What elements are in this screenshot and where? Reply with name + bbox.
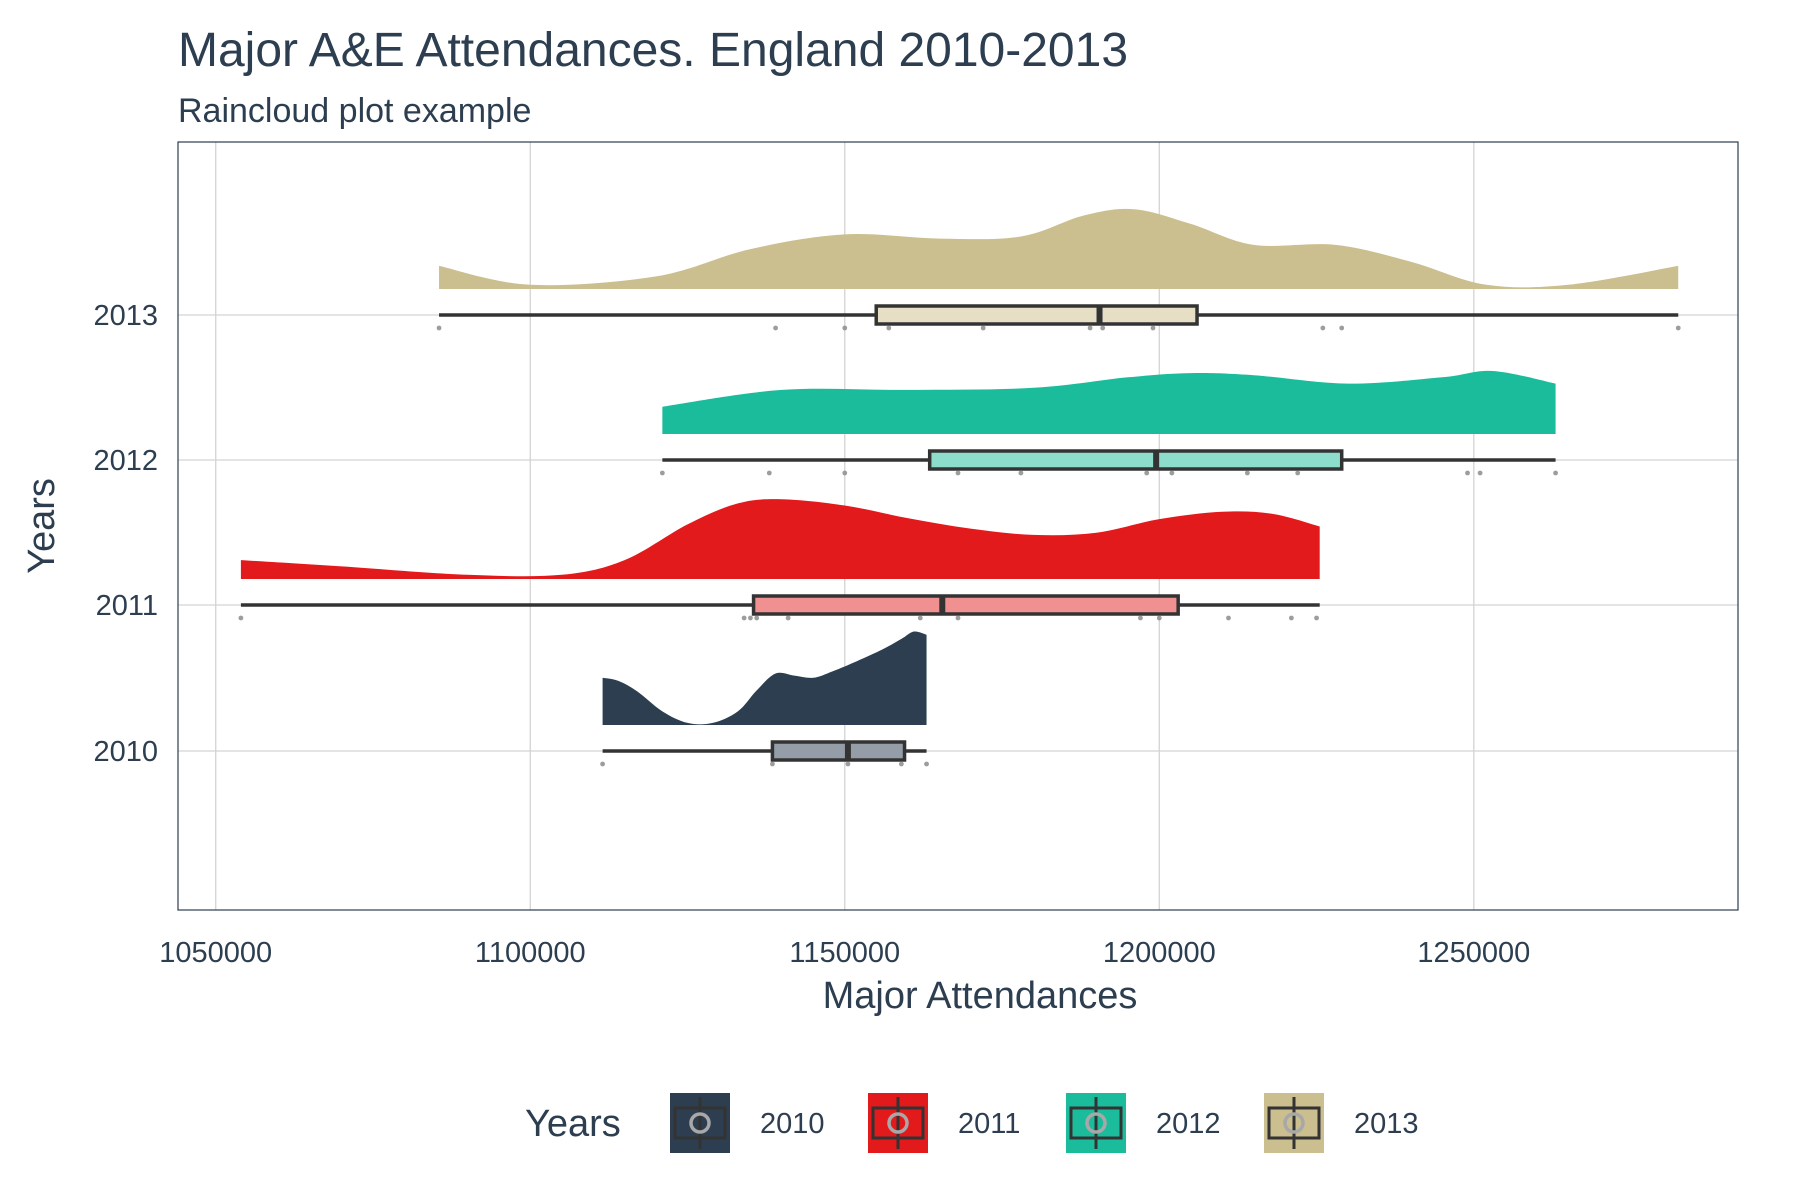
data-point: [1320, 325, 1326, 331]
legend-label: 2011: [958, 1108, 1020, 1140]
data-point: [1339, 325, 1345, 331]
density-cloud-2010: [602, 631, 927, 725]
series-2011: [238, 499, 1320, 621]
data-point: [659, 470, 665, 476]
data-point: [1553, 470, 1558, 476]
data-point: [748, 615, 753, 621]
legend-box: [871, 1106, 925, 1140]
data-point: [1675, 325, 1681, 331]
data-point: [1156, 615, 1162, 621]
data-point: [1018, 470, 1024, 476]
series-2012: [659, 370, 1558, 476]
data-point: [1477, 470, 1483, 476]
y-axis-title: Years: [21, 478, 63, 574]
data-point: [886, 325, 892, 331]
x-tick-label: 1250000: [1417, 937, 1530, 969]
x-tick-label: 1200000: [1103, 937, 1216, 969]
legend-box: [1069, 1106, 1123, 1140]
y-tick-label: 2013: [93, 300, 158, 332]
plot-frame: [177, 141, 1739, 911]
chart-subtitle: Raincloud plot example: [178, 92, 531, 130]
data-point: [1144, 470, 1150, 476]
data-point: [773, 325, 778, 331]
data-point: [955, 615, 961, 621]
data-point: [898, 761, 904, 767]
data-point: [1295, 470, 1301, 476]
data-point: [770, 761, 775, 767]
density-cloud-2013: [439, 208, 1679, 289]
legend-key-2011: 2011: [868, 1093, 1020, 1153]
data-point: [238, 615, 244, 621]
data-point: [1226, 615, 1231, 621]
legend-title: Years: [525, 1103, 621, 1145]
legend-key-2010: 2010: [670, 1093, 825, 1153]
legend-key-2013: 2013: [1264, 1093, 1419, 1153]
data-point: [1288, 615, 1294, 621]
x-tick-label: 1050000: [159, 937, 272, 969]
box-2013: [874, 304, 1199, 326]
y-axis-ticks: 2010 2011 2012 2013: [93, 300, 158, 768]
legend-box: [1267, 1106, 1321, 1140]
legend-box: [673, 1106, 727, 1140]
legend-key-2012: 2012: [1066, 1093, 1221, 1153]
series-2010: [600, 631, 929, 767]
x-axis-title: Major Attendances: [823, 975, 1138, 1017]
legend-label: 2012: [1156, 1108, 1221, 1140]
x-axis-ticks: 1050000 1100000 1150000 1200000 1250000: [159, 937, 1530, 969]
data-point: [1465, 470, 1470, 476]
data-point: [766, 470, 772, 476]
data-point: [785, 615, 791, 621]
data-point: [741, 615, 747, 621]
data-point: [1244, 470, 1250, 476]
data-point: [845, 761, 851, 767]
legend: Years 2010 2011 2012 2013: [525, 1093, 1419, 1153]
data-point: [1100, 325, 1106, 331]
legend-label: 2010: [760, 1108, 825, 1140]
box-2011: [751, 594, 1180, 616]
data-point: [980, 325, 986, 331]
data-point: [1087, 325, 1093, 331]
data-point: [842, 470, 848, 476]
data-point: [924, 761, 929, 767]
data-point: [1314, 615, 1319, 621]
box-2010: [770, 740, 907, 762]
data-point: [754, 615, 760, 621]
data-point: [1150, 325, 1156, 331]
data-point: [1138, 615, 1143, 621]
density-cloud-2012: [662, 370, 1556, 434]
data-point: [436, 325, 442, 331]
data-point: [842, 325, 848, 331]
legend-point: [887, 1112, 909, 1134]
series-layer: [238, 208, 1681, 767]
data-point: [600, 761, 605, 767]
data-point: [1169, 470, 1175, 476]
x-tick-label: 1100000: [475, 937, 586, 969]
legend-point: [1085, 1112, 1107, 1134]
data-point: [917, 615, 923, 621]
series-2013: [436, 208, 1681, 331]
data-point: [955, 470, 961, 476]
x-tick-label: 1150000: [789, 937, 900, 969]
y-tick-label: 2012: [93, 445, 158, 477]
chart-title: Major A&E Attendances. England 2010-2013: [178, 24, 1128, 77]
density-cloud-2011: [240, 499, 1320, 579]
legend-label: 2013: [1354, 1108, 1419, 1140]
box-2012: [927, 449, 1344, 471]
y-tick-label: 2010: [93, 736, 158, 768]
legend-point: [689, 1112, 711, 1134]
y-tick-label: 2011: [96, 590, 158, 622]
legend-point: [1283, 1112, 1305, 1134]
